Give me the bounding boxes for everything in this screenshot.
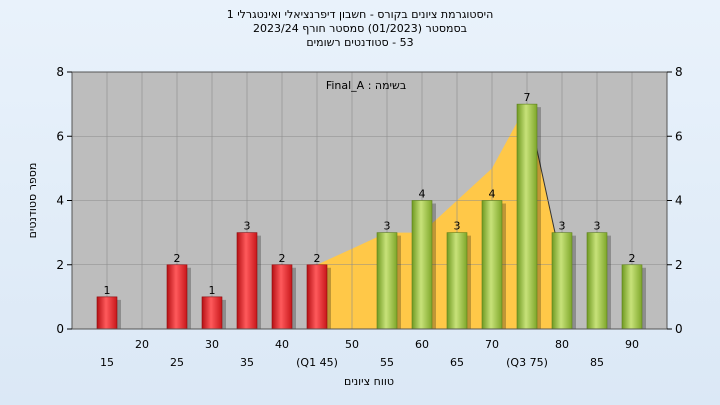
bar <box>481 200 503 330</box>
chart-title-line-1: היסטוגרמת ציונים בקורס - חשבון דיפרנציאל… <box>226 8 494 21</box>
y-tick-label-right: 8 <box>675 65 683 79</box>
x-tick-label: (Q3 75) <box>506 356 548 369</box>
bar <box>306 264 328 330</box>
bar <box>376 232 398 330</box>
y-tick-label-left: 4 <box>56 194 64 208</box>
bar <box>166 264 188 330</box>
x-tick-label: 35 <box>240 356 254 369</box>
bar-value-label: 2 <box>174 252 181 265</box>
bar <box>551 232 573 330</box>
x-tick-label: 50 <box>345 338 359 351</box>
bar-value-label: 1 <box>209 284 216 297</box>
x-tick-label: 90 <box>625 338 639 351</box>
bar-value-label: 3 <box>559 220 566 233</box>
x-tick-label: 55 <box>380 356 394 369</box>
y-tick-label-left: 6 <box>56 129 64 143</box>
chart-title-line-3: 53 - סטודנטים רשומים <box>306 36 414 49</box>
bar-value-label: 1 <box>104 284 111 297</box>
bar <box>271 264 293 330</box>
bar-value-label: 3 <box>384 220 391 233</box>
bar-value-label: 3 <box>594 220 601 233</box>
x-tick-label: 85 <box>590 356 604 369</box>
bar <box>516 103 538 330</box>
x-tick-label: 20 <box>135 338 149 351</box>
y-tick-label-right: 4 <box>675 194 683 208</box>
chart-annotation: בשימה : Final_A <box>326 79 406 92</box>
bar <box>586 232 608 330</box>
bar-value-label: 7 <box>524 91 531 104</box>
y-tick-label-right: 2 <box>675 258 683 272</box>
bar <box>621 264 643 330</box>
bar-value-label: 3 <box>244 220 251 233</box>
bar <box>96 296 118 330</box>
x-tick-label: 25 <box>170 356 184 369</box>
x-tick-label: 80 <box>555 338 569 351</box>
bar-value-label: 2 <box>629 252 636 265</box>
bar-value-label: 3 <box>454 220 461 233</box>
bar <box>411 200 433 330</box>
x-tick-label: 65 <box>450 356 464 369</box>
x-tick-label: 40 <box>275 338 289 351</box>
x-axis-label: טווח ציונים <box>344 375 394 388</box>
chart-title-line-2: בסמסטר (01/2023) סמסטר חורף 2023/24 <box>253 22 467 35</box>
bar-value-label: 4 <box>489 188 496 201</box>
y-tick-label-left: 2 <box>56 258 64 272</box>
bar <box>446 232 468 330</box>
y-axis-label: מספר סטודנטים <box>26 163 39 239</box>
bar-value-label: 2 <box>279 252 286 265</box>
bar-value-label: 2 <box>314 252 321 265</box>
x-tick-label: 15 <box>100 356 114 369</box>
x-tick-label: 70 <box>485 338 499 351</box>
y-tick-label-left: 0 <box>56 322 64 336</box>
x-tick-label: 60 <box>415 338 429 351</box>
bar <box>201 296 223 330</box>
x-tick-label: (Q1 45) <box>296 356 338 369</box>
bar-value-label: 4 <box>419 188 426 201</box>
y-tick-label-left: 8 <box>56 65 64 79</box>
x-tick-label: 30 <box>205 338 219 351</box>
y-tick-label-right: 6 <box>675 129 683 143</box>
bar <box>236 232 258 330</box>
y-tick-label-right: 0 <box>675 322 683 336</box>
